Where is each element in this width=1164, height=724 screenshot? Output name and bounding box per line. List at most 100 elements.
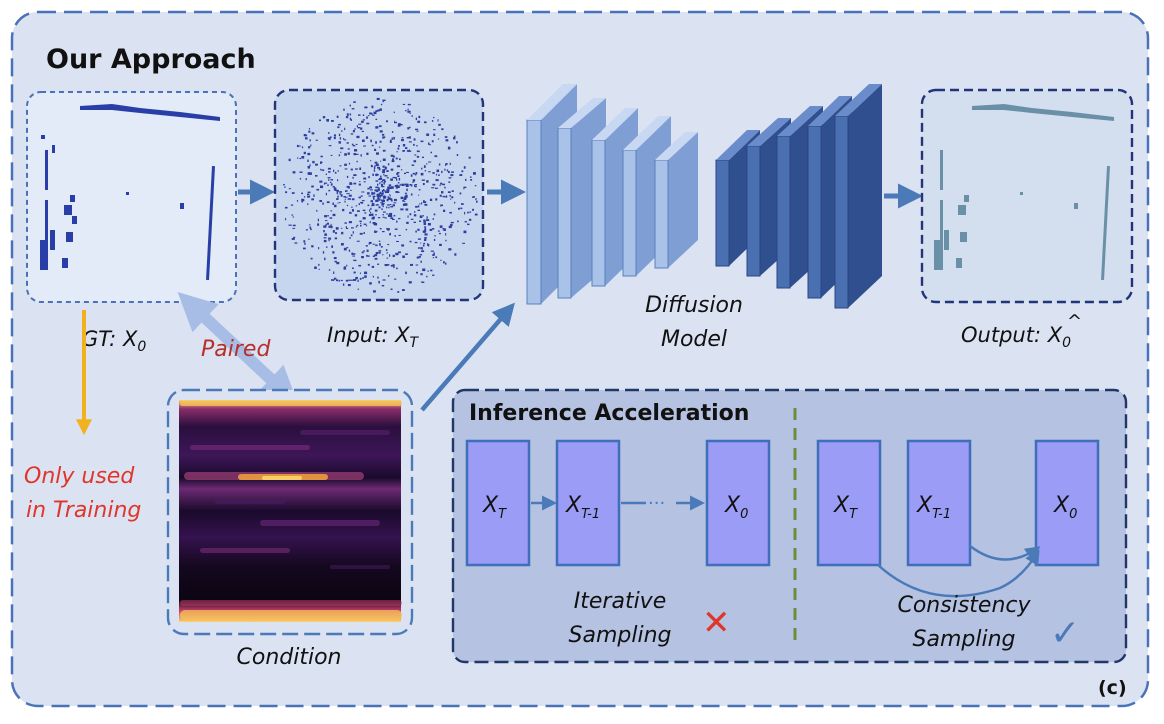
noise-point — [398, 234, 401, 236]
noise-point — [385, 249, 388, 251]
noise-point — [284, 186, 286, 188]
noise-point — [371, 191, 373, 194]
noise-point — [328, 225, 332, 228]
noise-point — [356, 240, 360, 242]
noise-point — [447, 146, 451, 150]
noise-point — [325, 223, 327, 227]
noise-point — [343, 248, 346, 251]
noise-point — [344, 196, 348, 198]
noise-point — [378, 206, 381, 209]
noise-point — [402, 150, 405, 152]
noise-point — [346, 227, 349, 229]
noise-point — [358, 114, 361, 116]
noise-point — [344, 247, 347, 251]
noise-point — [309, 226, 312, 229]
noise-point — [324, 257, 326, 261]
noise-point — [407, 108, 409, 111]
noise-point — [380, 175, 382, 178]
noise-point — [408, 149, 410, 151]
noise-point — [362, 139, 365, 142]
noise-point — [433, 238, 436, 241]
noise-point — [320, 155, 323, 158]
noise-point — [372, 243, 375, 245]
noise-point — [434, 187, 438, 189]
noise-point — [408, 141, 412, 143]
noise-point — [383, 211, 386, 213]
noise-point — [327, 137, 331, 140]
noise-point — [374, 161, 378, 164]
noise-point — [389, 233, 391, 236]
noise-point — [390, 178, 393, 181]
noise-point — [450, 198, 452, 200]
noise-point — [436, 169, 440, 173]
iterative-label-line1: Iterative — [574, 589, 666, 614]
noise-point — [372, 192, 376, 195]
noise-point — [438, 232, 441, 235]
noise-point — [394, 120, 396, 122]
noise-point — [383, 174, 385, 176]
noise-point — [363, 250, 365, 253]
noise-point — [335, 227, 339, 230]
noise-point — [370, 139, 372, 143]
noise-point — [426, 216, 428, 219]
noise-point — [335, 232, 337, 235]
noise-point — [470, 176, 472, 178]
noise-point — [417, 238, 421, 240]
noise-point — [444, 136, 448, 138]
noise-point — [416, 150, 420, 153]
noise-point — [423, 219, 426, 222]
noise-point — [429, 198, 433, 201]
noise-point — [303, 134, 307, 137]
noise-point — [415, 117, 417, 121]
noise-point — [426, 275, 428, 278]
noise-point — [344, 127, 346, 131]
training-note-line1: Only used — [24, 464, 135, 489]
noise-point — [427, 223, 431, 226]
noise-point — [380, 202, 384, 204]
noise-point — [402, 200, 405, 202]
noise-point — [327, 215, 329, 217]
noise-point — [359, 232, 363, 235]
consistency-box-xt: XT — [816, 439, 882, 567]
noise-point — [419, 220, 422, 222]
noise-point — [439, 243, 442, 246]
noise-point — [360, 195, 363, 197]
noise-point — [318, 263, 320, 266]
noise-point — [443, 261, 445, 264]
noise-point — [375, 204, 379, 206]
noise-point — [397, 147, 400, 150]
noise-point — [326, 201, 330, 204]
noise-point — [372, 203, 375, 206]
noise-point — [441, 191, 444, 194]
noise-point — [310, 257, 313, 260]
noise-point — [441, 128, 444, 131]
noise-point — [405, 194, 408, 198]
noise-point — [345, 279, 349, 282]
noise-point — [366, 116, 368, 119]
noise-point — [426, 180, 429, 183]
noise-point — [411, 115, 413, 117]
condition-to-model-arrow — [420, 302, 515, 412]
noise-point — [377, 109, 380, 112]
noise-point — [305, 134, 308, 137]
noise-point — [427, 243, 429, 246]
noise-point — [411, 164, 415, 166]
noise-point — [448, 225, 452, 229]
noise-point — [440, 182, 443, 185]
noise-point — [464, 221, 468, 223]
noise-point — [380, 194, 383, 197]
noise-point — [409, 213, 412, 216]
noise-point — [330, 154, 333, 156]
noise-point — [402, 203, 405, 206]
noise-point — [454, 253, 457, 256]
noise-point — [396, 178, 398, 181]
noise-point — [328, 237, 332, 240]
noise-point — [401, 138, 404, 142]
noise-point — [353, 174, 357, 176]
noise-point — [321, 169, 323, 171]
noise-point — [397, 123, 401, 126]
noise-point — [467, 211, 469, 214]
noise-point — [328, 178, 330, 181]
noise-point — [397, 185, 400, 188]
inference-panel: Inference Acceleration XT XT-1 ··· X0 It… — [451, 388, 1128, 664]
